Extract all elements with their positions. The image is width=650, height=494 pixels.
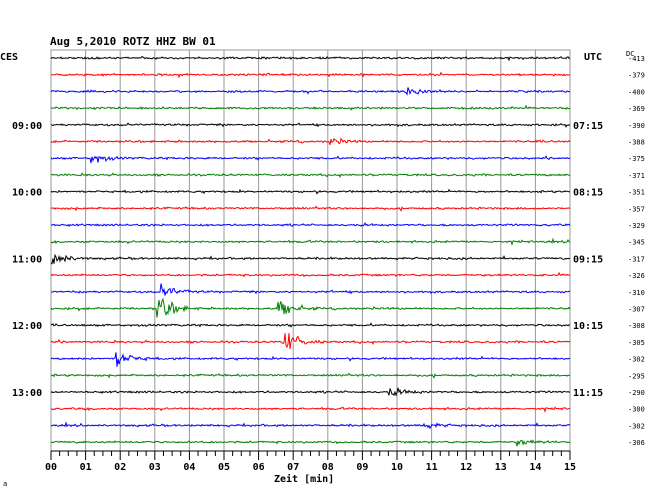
left-time-label: 11:00 xyxy=(12,254,42,265)
dc-offset-label: -400 xyxy=(628,88,645,96)
dc-offset-label: -326 xyxy=(628,272,645,280)
right-time-label: 09:15 xyxy=(573,254,603,265)
x-tick-label: 00 xyxy=(45,462,57,473)
trace-row-20 xyxy=(50,387,571,397)
dc-offset-label: -290 xyxy=(628,389,645,397)
dc-offset-label: -413 xyxy=(628,55,645,63)
trace-row-21 xyxy=(50,406,571,413)
x-tick-label: 14 xyxy=(529,462,541,473)
right-timezone-label: UTC xyxy=(584,52,602,63)
chart-title: Aug 5,2010 ROTZ HHZ BW 01 xyxy=(50,35,216,48)
dc-offset-label: -295 xyxy=(628,372,645,380)
left-timezone-label: CES xyxy=(0,52,18,63)
trace-row-17 xyxy=(50,333,571,349)
time-labels: 09:00 10:00 11:00 12:00 13:00 07:15 08:15 09:15… xyxy=(12,55,645,447)
trace-row-13 xyxy=(50,271,571,278)
x-tick-label: 12 xyxy=(460,462,472,473)
trace-row-14 xyxy=(50,283,571,296)
dc-offset-label: -300 xyxy=(628,406,645,414)
x-tick-label: 11 xyxy=(426,462,438,473)
trace-row-9 xyxy=(50,205,571,212)
trace-row-23 xyxy=(50,439,571,447)
trace-row-12 xyxy=(50,253,571,265)
x-tick-label: 04 xyxy=(183,462,195,473)
trace-row-4 xyxy=(50,122,571,128)
dc-offset-label: -317 xyxy=(628,255,645,263)
dc-offset-label: -351 xyxy=(628,189,645,197)
trace-row-22 xyxy=(50,421,571,430)
dc-offset-label: -357 xyxy=(628,205,645,213)
dc-offset-label: -308 xyxy=(628,322,645,330)
trace-row-18 xyxy=(50,352,571,367)
left-time-label: 12:00 xyxy=(12,321,42,332)
trace-row-19 xyxy=(50,372,571,379)
x-tick-label: 03 xyxy=(149,462,161,473)
dc-offset-label: -302 xyxy=(628,422,645,430)
trace-row-8 xyxy=(50,188,571,195)
right-time-label: 11:15 xyxy=(573,388,603,399)
right-time-label: 10:15 xyxy=(573,321,603,332)
dc-offset-label: -310 xyxy=(628,289,645,297)
x-tick-label: 05 xyxy=(218,462,230,473)
trace-row-15 xyxy=(50,297,571,318)
right-time-label: 07:15 xyxy=(573,121,603,132)
right-time-label: 08:15 xyxy=(573,188,603,199)
x-tick-label: 07 xyxy=(287,462,299,473)
x-tick-label: 06 xyxy=(253,462,265,473)
trace-row-1 xyxy=(50,71,571,79)
corner-mark: a xyxy=(3,480,7,488)
dc-offset-label: -375 xyxy=(628,155,645,163)
x-tick-label: 13 xyxy=(495,462,507,473)
trace-row-3 xyxy=(50,104,571,111)
dc-offset-label: -305 xyxy=(628,339,645,347)
dc-offset-label: -371 xyxy=(628,172,645,180)
left-time-label: 09:00 xyxy=(12,121,42,132)
dc-offset-label: -306 xyxy=(628,439,645,447)
x-tick-label: 08 xyxy=(322,462,334,473)
trace-row-10 xyxy=(50,222,571,227)
dc-offset-label: -390 xyxy=(628,122,645,130)
x-tick-label: 09 xyxy=(356,462,368,473)
dc-offset-label: -379 xyxy=(628,72,645,80)
traces xyxy=(50,55,571,447)
trace-row-16 xyxy=(50,322,571,328)
x-tick-label: 15 xyxy=(564,462,576,473)
dc-offset-label: -307 xyxy=(628,306,645,314)
grid xyxy=(50,49,571,452)
x-tick-label: 02 xyxy=(114,462,126,473)
trace-row-2 xyxy=(50,87,571,96)
x-axis: 00 01 02 03 04 05 06 07 08 09 10 11 12 13 14 15 xyxy=(45,450,576,473)
dc-offset-label: -388 xyxy=(628,139,645,147)
dc-offset-label: -369 xyxy=(628,105,645,113)
trace-row-5 xyxy=(50,137,571,146)
trace-row-6 xyxy=(50,155,571,164)
dc-offset-label: -302 xyxy=(628,356,645,364)
dc-column-header: DC xyxy=(626,50,634,58)
dc-offset-label: -329 xyxy=(628,222,645,230)
trace-row-0 xyxy=(50,55,571,62)
dc-offset-label: -345 xyxy=(628,239,645,247)
trace-row-11 xyxy=(50,237,571,246)
x-axis-label: Zeit [min] xyxy=(274,473,334,485)
left-time-label: 10:00 xyxy=(12,188,42,199)
x-tick-label: 10 xyxy=(391,462,403,473)
x-tick-label: 01 xyxy=(80,462,92,473)
trace-row-7 xyxy=(50,172,571,179)
left-time-label: 13:00 xyxy=(12,388,42,399)
